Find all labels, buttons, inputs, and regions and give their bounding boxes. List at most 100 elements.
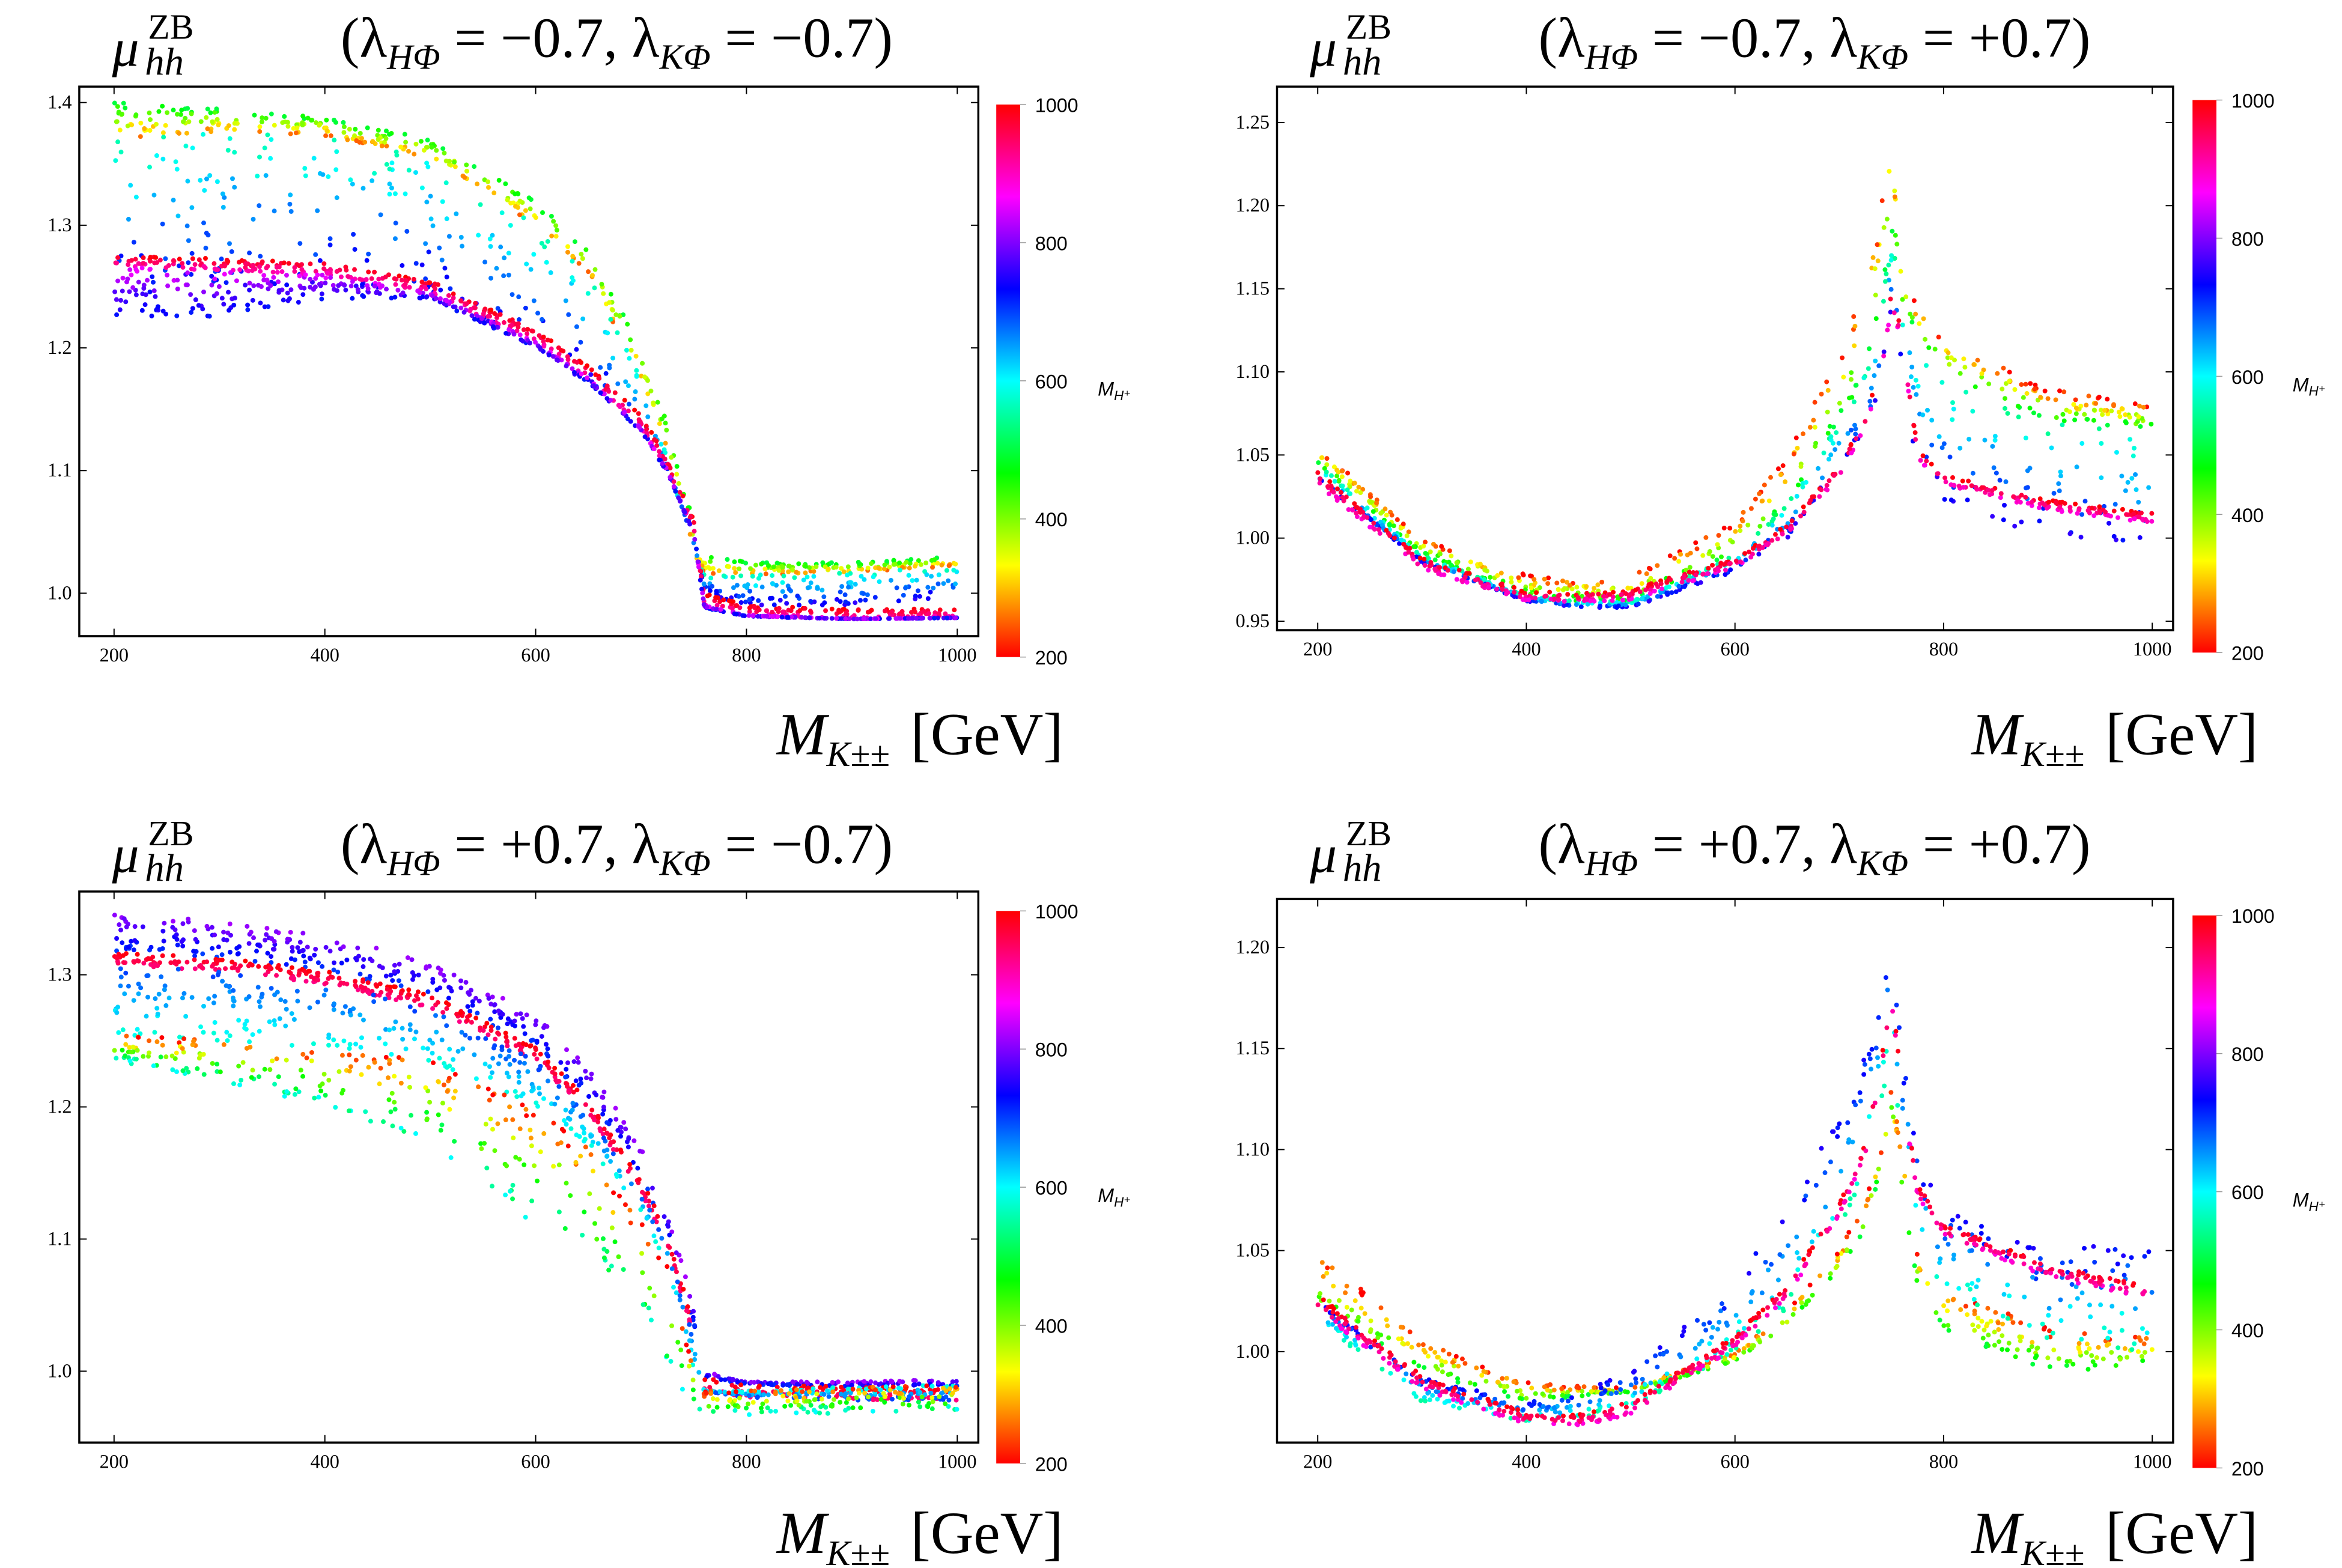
scatter-point: [1318, 476, 1323, 481]
scatter-point: [604, 1130, 609, 1135]
scatter-point: [503, 1035, 509, 1040]
scatter-point: [285, 298, 291, 303]
scatter-point: [781, 573, 786, 579]
scatter-point: [1819, 392, 1824, 397]
scatter-point: [189, 111, 194, 117]
scatter-point: [589, 1107, 595, 1113]
scatter-points: [112, 100, 960, 622]
scatter-point: [580, 1232, 585, 1238]
scatter-point: [288, 956, 294, 961]
scatter-point: [845, 1381, 850, 1385]
scatter-point: [774, 561, 780, 566]
scatter-point: [1826, 457, 1831, 462]
scatter-point: [116, 952, 121, 957]
scatter-point: [421, 1045, 426, 1051]
scatter-point: [912, 564, 917, 569]
scatter-point: [425, 989, 431, 994]
scatter-point: [198, 1024, 204, 1030]
scatter-point: [836, 607, 842, 613]
scatter-point: [440, 199, 445, 204]
scatter-point: [636, 1177, 642, 1182]
scatter-point: [482, 1141, 487, 1146]
scatter-point: [732, 566, 737, 571]
scatter-point: [507, 1062, 513, 1067]
scatter-point: [445, 1089, 450, 1094]
scatter-point: [1482, 583, 1488, 588]
scatter-point: [407, 1004, 413, 1009]
scatter-point: [1885, 327, 1890, 333]
scatter-point: [360, 282, 365, 287]
scatter-point: [2108, 514, 2113, 519]
scatter-point: [383, 136, 389, 141]
scatter-point: [440, 146, 446, 151]
scatter-point: [1619, 592, 1625, 597]
scatter-point: [803, 564, 808, 569]
scatter-point: [653, 1239, 658, 1244]
scatter-point: [210, 974, 216, 980]
scatter-point: [262, 304, 267, 309]
scatter-point: [531, 1113, 536, 1118]
scatter-point: [1726, 555, 1732, 561]
scatter-point: [490, 1126, 495, 1132]
scatter-point: [1730, 539, 1735, 545]
scatter-point: [1950, 417, 1955, 422]
scatter-point: [214, 106, 219, 112]
scatter-point: [278, 997, 284, 1003]
scatter-point: [579, 360, 584, 365]
scatter-point: [753, 583, 758, 588]
scatter-point: [1556, 593, 1561, 598]
scatter-point: [1416, 1363, 1422, 1369]
scatter-point: [313, 276, 318, 281]
scatter-point: [1909, 315, 1915, 320]
scatter-point: [1387, 533, 1393, 538]
scatter-point: [1951, 406, 1956, 412]
scatter-point: [843, 616, 848, 622]
scatter-point: [1610, 594, 1616, 600]
scatter-point: [387, 192, 392, 197]
scatter-point: [481, 1028, 486, 1033]
scatter-point: [535, 1178, 540, 1184]
scatter-point: [499, 210, 505, 216]
scatter-point: [348, 284, 354, 288]
scatter-point: [2116, 409, 2121, 415]
scatter-point: [517, 198, 523, 204]
scatter-point: [901, 1396, 907, 1401]
scatter-point: [265, 132, 270, 138]
x-tick-label: 200: [1303, 638, 1332, 660]
scatter-point: [1432, 557, 1438, 562]
scatter-point: [796, 561, 801, 567]
scatter-point: [1947, 362, 1952, 367]
scatter-point: [458, 305, 464, 311]
scatter-point: [1664, 585, 1669, 591]
scatter-point: [1781, 506, 1787, 511]
scatter-point: [160, 1042, 165, 1048]
scatter-point: [211, 1030, 216, 1036]
scatter-point: [264, 926, 270, 931]
scatter-point: [327, 242, 333, 248]
scatter-point: [262, 145, 267, 151]
scatter-point: [257, 1029, 262, 1034]
scatter-point: [379, 989, 384, 995]
scatter-point: [1924, 363, 1929, 368]
scatter-point: [722, 1390, 728, 1395]
colorbar-label-sub: H⁺: [1114, 1194, 1131, 1209]
scatter-point: [1516, 575, 1521, 580]
scatter-point: [2056, 1356, 2061, 1361]
scatter-point: [640, 1302, 646, 1307]
scatter-point: [177, 257, 182, 262]
scatter-point: [255, 942, 260, 947]
scatter-point: [1387, 521, 1392, 527]
scatter-point: [1769, 518, 1775, 524]
colorbar-tick-label: 800: [2231, 228, 2264, 250]
scatter-point: [565, 1060, 570, 1066]
scatter-point: [2040, 500, 2045, 505]
scatter-point: [906, 616, 911, 621]
scatter-point: [2029, 503, 2034, 508]
scatter-point: [580, 316, 586, 321]
scatter-point: [770, 614, 775, 619]
scatter-point: [814, 1391, 820, 1397]
scatter-point: [1358, 490, 1363, 496]
scatter-point: [2073, 411, 2079, 416]
scatter-point: [192, 267, 197, 272]
